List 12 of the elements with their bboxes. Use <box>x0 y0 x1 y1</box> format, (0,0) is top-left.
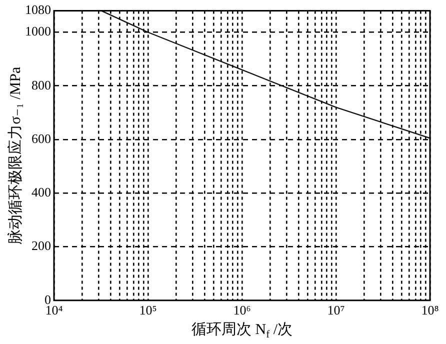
y-tick-label: 0 <box>44 292 51 307</box>
x-tick-label: 10⁶ <box>233 302 251 318</box>
y-tick-label: 600 <box>32 130 51 146</box>
y-tick-label: 800 <box>32 77 51 92</box>
y-tick-label: 1000 <box>25 24 51 39</box>
x-tick-label: 10⁸ <box>421 302 440 318</box>
y-tick-label: 200 <box>32 238 51 254</box>
y-tick-label: 1080 <box>25 2 51 18</box>
x-tick-label: 10⁷ <box>327 302 345 318</box>
x-tick-label: 10⁵ <box>139 302 157 318</box>
y-axis-title: 脉动循环极限应力σ₋₁ /MPa <box>6 66 24 244</box>
y-tick-label: 400 <box>32 184 51 200</box>
